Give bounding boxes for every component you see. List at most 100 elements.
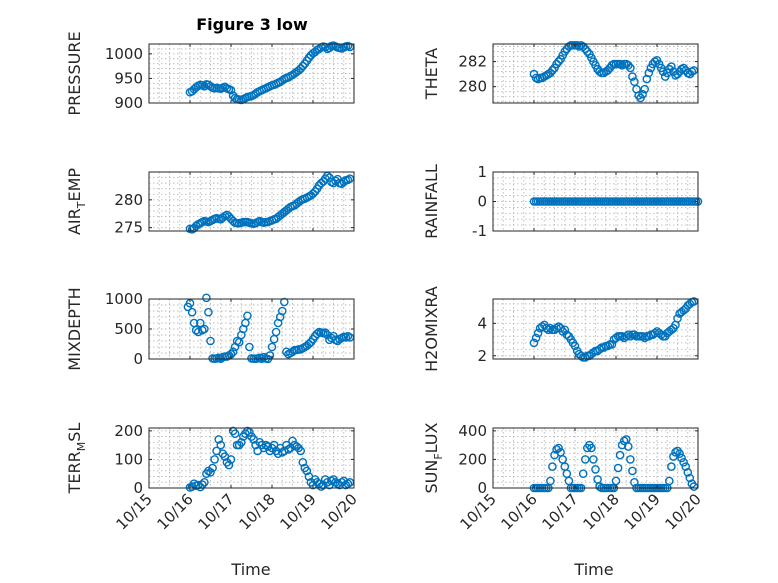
data-point [624,442,633,451]
data-point [320,42,330,52]
y-tick-label: 282 [458,53,487,71]
data-point [617,440,627,450]
data-point [284,445,293,454]
data-point [546,68,555,78]
data-point [245,342,254,352]
data-point [667,325,676,335]
data-point [619,436,629,446]
data-point [200,324,209,334]
subplot-mixdepth: 0 500 1000 MIXDEPTH [65,287,355,371]
y-axis-label: H2OMIXRA [422,286,441,372]
data-point [208,463,217,473]
series-markers [185,426,355,492]
data-point [200,477,209,487]
data-point [675,449,684,459]
data-point [581,455,590,464]
data-point [679,306,688,315]
data-point [298,457,308,467]
data-point [282,347,291,357]
data-point [228,347,238,357]
data-point [626,455,635,464]
data-point [630,477,639,487]
data-point [578,42,588,51]
series-markers [185,171,355,234]
y-tick-label: 400 [458,422,487,440]
data-point [298,61,308,71]
y-tick-label: 280 [114,191,143,209]
data-point [187,307,197,317]
data-point [531,333,541,343]
series-markers [529,197,703,206]
y-tick-label: 0 [477,193,487,211]
data-point [667,462,676,471]
subplot-pressure: 900 950 1000 PRESSURE [65,31,355,116]
data-point [581,44,590,54]
data-point [316,482,326,491]
figure-title: Figure 3 low [196,15,308,34]
data-point [667,62,676,71]
y-tick-label: 950 [114,69,143,87]
data-point [206,467,215,477]
y-axis-label: AIRTEMP [65,168,88,235]
axes-frame [492,298,699,360]
data-point [191,325,201,335]
axes-frame [148,171,355,232]
y-tick-label: 275 [114,219,143,237]
data-point [607,340,617,349]
data-point [216,440,226,450]
data-point [302,466,312,476]
data-point [202,293,211,303]
data-point [578,469,588,479]
subplot-h2omixra: 2 4 H2OMIXRA [422,286,699,372]
data-point [644,68,654,78]
y-tick-label: 280 [458,78,487,96]
data-point [628,466,637,476]
subplot-theta: 280 282 THETA [422,41,699,104]
data-point [204,307,213,317]
y-axis-label: RAINFALL [422,164,441,239]
y-tick-label: 900 [114,94,143,112]
y-axis-label: SUNFLUX [422,422,445,493]
data-point [542,323,551,333]
data-point [533,328,543,338]
axes-frame [148,43,355,104]
data-point [611,333,621,343]
y-axis-label: MIXDEPTH [65,287,84,370]
data-point [613,463,623,473]
data-point [529,338,539,348]
data-point [226,85,236,95]
data-point [277,306,287,316]
data-point [591,465,600,474]
y-tick-label: 2 [477,347,487,365]
data-point [638,331,647,341]
data-point [226,455,236,464]
data-point [245,427,254,437]
y-tick-label: 0 [133,479,143,497]
series-markers [529,41,699,103]
data-point [589,455,598,464]
data-point [560,47,570,56]
y-tick-label: 100 [114,450,143,468]
data-point [243,311,252,321]
data-point [312,329,322,339]
data-point [665,476,674,486]
data-point [224,460,234,470]
data-point [554,57,563,66]
data-point [679,457,688,467]
y-tick-label: 0 [133,350,143,368]
axes-frame [148,427,355,489]
y-tick-label: 1000 [105,290,143,308]
data-point [679,63,688,73]
data-point [206,336,215,346]
data-point [546,323,555,333]
y-tick-label: 0 [477,479,487,497]
axes-frame [492,427,699,489]
data-point [288,436,297,446]
plot-area [493,428,698,488]
data-point [308,189,318,198]
x-axis-label-left: Time [230,560,270,579]
data-point [267,342,277,352]
axes-frame [492,43,699,104]
data-point [200,82,209,91]
